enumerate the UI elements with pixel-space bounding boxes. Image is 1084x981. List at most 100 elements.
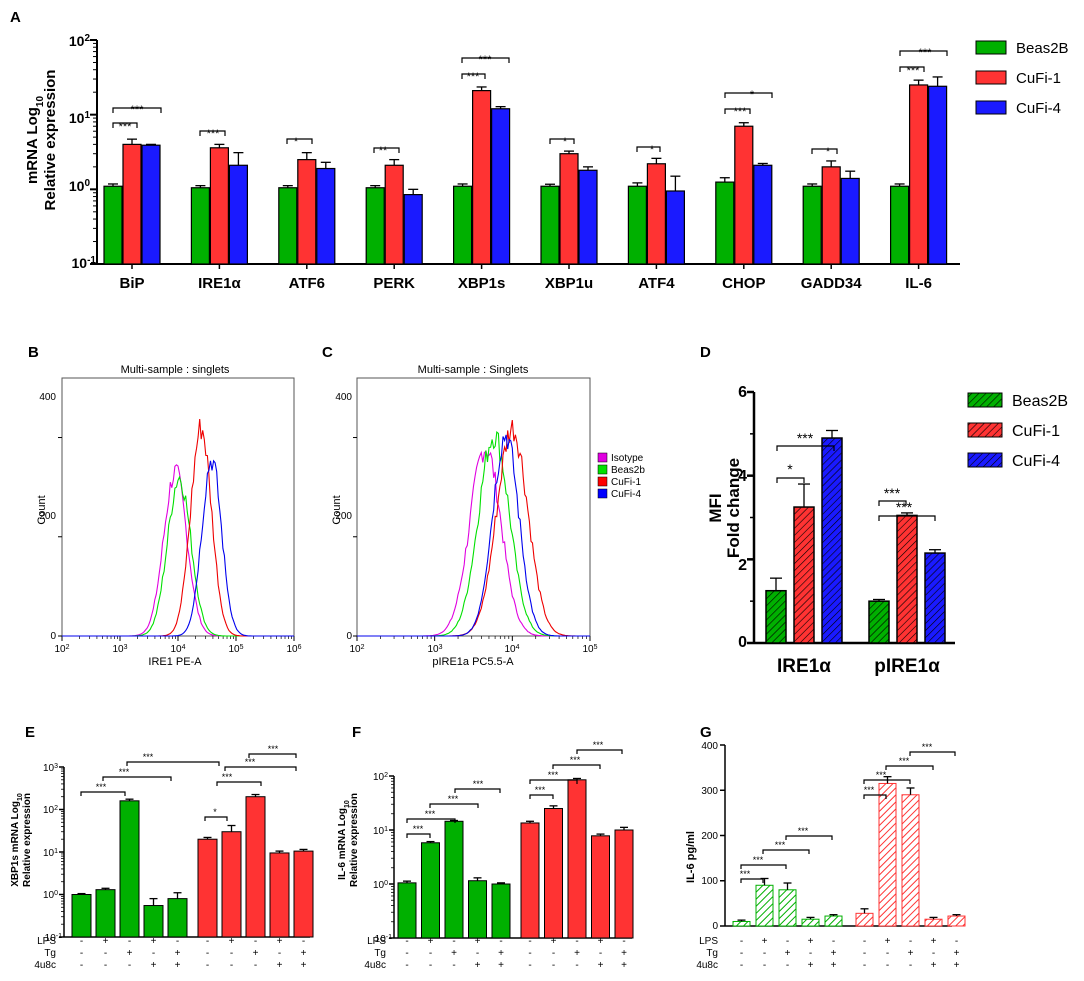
sig-a-2: *** [207,128,221,140]
bar-g-beas2b-1 [755,884,774,927]
legend-a-swatch-cufi1 [975,70,1007,85]
panel-a-category-label-7: CHOP [722,275,765,292]
panel-g-bracket-5 [863,779,911,784]
sig-a-1: *** [131,104,145,116]
panel-c-legend: Isotype Beas2b CuFi-1 CuFi-4 [597,452,645,500]
legend-c-label-cufi1: CuFi-1 [611,477,641,488]
bar-f-beas2b-3 [468,880,487,939]
svg-text:10-1: 10-1 [45,933,62,945]
treatment-cell-e-2-0-4: + [175,960,181,971]
panel-b-title: Multi-sample : singlets [121,364,230,376]
treatment-cell-e-0-0-2: - [128,936,131,947]
treatment-cell-g-0-0-3: + [808,936,814,947]
panel-g-bracket-3 [785,835,833,840]
panel-a-bracket-11 [811,148,838,154]
sig-a-5: *** [467,71,481,83]
svg-text:***: *** [899,756,910,766]
svg-text:103: 103 [427,644,442,656]
histogram-b-cufi-4 [62,459,294,637]
panel-f-tick-labels: 102 101 100 10-1 [373,772,392,946]
svg-text:Relative expression: Relative expression [22,793,33,887]
sig-a-7: * [563,136,568,148]
panel-c-xlabel: pIRE1a PC5.5-A [432,656,514,668]
panel-d-bracket-2 [878,515,936,521]
panel-a-bracket-1 [112,107,162,113]
treatment-cell-g-2-0-4: + [831,960,837,971]
treatment-cell-f-0-0-0: - [405,936,408,947]
treatment-cell-g-1-0-4: + [831,948,837,959]
treatment-cell-f-1-1-0: - [528,948,531,959]
legend-c-swatch-isotype [597,452,608,463]
panel-g-bracket-6 [885,765,934,770]
treatment-cell-g-1-0-2: + [785,948,791,959]
treatment-cell-e-2-1-0: - [206,960,209,971]
bar-g-beas2b-2 [778,889,797,927]
svg-text:***: *** [740,869,751,879]
svg-text:100: 100 [43,890,58,902]
sig-d-2: *** [896,499,913,515]
panel-d-ylabel-line1: MFI [706,493,725,522]
svg-text:Relative expression: Relative expression [349,793,360,887]
panel-e-bracket-0 [80,791,126,796]
panel-f-bracket-2 [429,803,479,808]
panel-d-bracket-0 [776,445,835,451]
svg-text:100: 100 [701,876,718,887]
bar-e-beas2b-3 [143,905,164,938]
svg-text:104: 104 [170,644,185,656]
sig-a-12: *** [907,65,921,77]
treatment-cell-e-2-1-2: - [254,960,257,971]
panel-a-y-axis-title: mRNA Log10 Relative expression [24,70,59,211]
treatment-cell-g-2-1-0: - [863,960,866,971]
sig-a-10: * [750,89,755,101]
panel-letter-d: D [700,344,711,361]
bar-d-cufi-4-0 [821,437,843,644]
bar-a-cufi-4-8 [840,177,860,265]
svg-text:***: *** [245,757,256,767]
panel-letter-a: A [10,9,21,26]
svg-text:104: 104 [504,644,519,656]
svg-text:102: 102 [54,644,69,656]
bar-g-beas2b-3 [801,918,820,927]
bar-a-cufi-1-3 [384,164,404,265]
bar-e-beas2b-1 [95,889,116,938]
histogram-c-cufi-4 [357,434,590,637]
treatment-cell-f-0-0-1: + [428,936,434,947]
treatment-cell-e-2-1-3: + [277,960,283,971]
svg-text:***: *** [535,785,546,795]
panel-d-bracket-1 [776,477,805,483]
panel-a-category-label-2: ATF6 [289,275,325,292]
svg-text:102: 102 [43,805,58,817]
sig-a-4: ** [379,145,388,157]
panel-f-treatment-table: LPS Tg 4u8c - + - + - - + - + -- - + - + - - + - +- - - + + - - -… [364,936,627,971]
treatment-cell-e-2-0-2: - [128,960,131,971]
svg-text:105: 105 [582,644,597,656]
panel-b-x-tick-labels: 102 103 104 105 106 [54,644,301,656]
panel-a-significance: *** *** *** * ** *** *** * * *** * * ***… [119,47,933,158]
svg-text:*: * [213,807,217,817]
svg-text:***: *** [548,770,559,780]
bar-a-cufi-1-4 [472,90,492,265]
bar-a-cufi-4-9 [927,85,948,265]
panel-f-y-axis-title: IL-6 mRNA Log10 Relative expression [337,793,360,887]
bar-f-beas2b-4 [491,883,511,939]
treatment-cell-e-0-0-3: + [151,936,157,947]
treatment-cell-f-0-1-3: + [598,936,604,947]
panel-a-tick-labels: 102 101 100 10-1 [69,33,97,272]
svg-text:***: *** [143,752,154,762]
bar-a-beas2b-8 [802,185,822,265]
treatment-cell-f-1-1-2: + [574,948,580,959]
panel-e-bracket-5 [224,766,297,771]
svg-text:IL-6 mRNA Log10: IL-6 mRNA Log10 [337,800,351,880]
bar-a-beas2b-1 [190,187,210,265]
treatment-cell-f-0-1-2: - [575,936,578,947]
panel-g-bracket-2 [762,849,810,854]
treatment-cell-f-2-0-4: + [498,960,504,971]
bar-a-cufi-1-9 [908,84,929,265]
treatment-cell-e-0-0-0: - [80,936,83,947]
panel-g-tick-labels: 0 100 200 300 400 [701,741,718,932]
panel-d-category-label-1: pIRE1α [874,656,940,677]
bar-a-cufi-4-4 [491,108,511,265]
panel-f-bracket-0 [406,833,431,838]
panel-a-ylabel-line2: Relative expression [42,70,59,211]
